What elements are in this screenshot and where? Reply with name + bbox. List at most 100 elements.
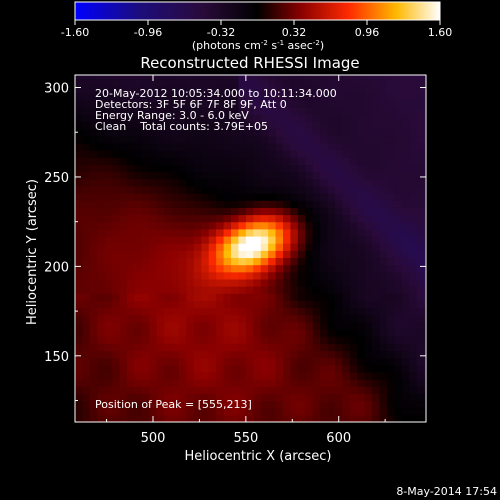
- heat-cell: [231, 250, 240, 259]
- heat-cell: [238, 228, 247, 237]
- heat-cell: [141, 150, 150, 158]
- heat-cell: [290, 221, 299, 230]
- heat-cell: [268, 128, 277, 137]
- heat-cell: [283, 78, 292, 87]
- heat-cell: [320, 400, 329, 409]
- heat-cell: [164, 193, 173, 201]
- heat-cell: [260, 200, 269, 208]
- heat-cell: [342, 407, 351, 416]
- heat-cell: [186, 135, 195, 144]
- heat-cell: [401, 293, 410, 301]
- heat-cell: [75, 214, 84, 223]
- heat-cell: [156, 264, 165, 273]
- heat-cell: [97, 364, 106, 373]
- heat-cell: [357, 100, 366, 108]
- heat-cell: [416, 343, 425, 352]
- heat-cell: [335, 164, 344, 173]
- heat-cell: [164, 142, 173, 151]
- heat-cell: [164, 257, 173, 266]
- heat-cell: [156, 379, 165, 387]
- heat-cell: [327, 107, 336, 115]
- heat-cell: [216, 400, 225, 409]
- heat-cell: [401, 278, 410, 287]
- heat-cell: [424, 92, 426, 101]
- heat-cell: [357, 207, 366, 216]
- heat-cell: [357, 300, 366, 309]
- heat-cell: [75, 78, 84, 87]
- heat-cell: [127, 164, 136, 173]
- heat-cell: [82, 157, 91, 166]
- heat-cell: [253, 243, 262, 251]
- heat-cell: [327, 250, 336, 259]
- heat-cell: [305, 350, 314, 359]
- heat-cell: [394, 114, 403, 123]
- heat-cell: [342, 271, 351, 280]
- heat-cell: [216, 150, 225, 158]
- y-axis-label: Heliocentric Y (arcsec): [25, 179, 40, 325]
- heat-cell: [164, 128, 173, 137]
- heat-cell: [193, 400, 202, 409]
- heat-cell: [245, 336, 254, 344]
- heat-cell: [179, 75, 188, 80]
- heat-cell: [320, 250, 329, 259]
- heat-cell: [238, 157, 247, 166]
- heat-cell: [134, 185, 143, 194]
- heat-cell: [208, 314, 217, 323]
- heat-cell: [335, 264, 344, 273]
- heat-cell: [268, 321, 277, 330]
- heat-cell: [97, 193, 106, 201]
- heat-cell: [372, 75, 381, 80]
- heat-cell: [409, 386, 418, 394]
- heat-cell: [268, 157, 277, 166]
- heat-cell: [134, 286, 143, 294]
- x-tick-label: 600: [326, 431, 351, 446]
- heat-cell: [268, 185, 277, 194]
- heat-cell: [394, 314, 403, 323]
- heat-cell: [156, 393, 165, 402]
- heat-cell: [342, 114, 351, 123]
- heat-cell: [89, 343, 98, 352]
- heat-cell: [238, 207, 247, 216]
- heat-cell: [297, 164, 306, 173]
- heat-cell: [97, 286, 106, 294]
- heat-cell: [349, 271, 358, 280]
- heat-cell: [156, 157, 165, 166]
- heat-cell: [305, 250, 314, 259]
- heat-cell: [75, 157, 84, 166]
- heat-cell: [424, 75, 426, 80]
- heat-cell: [320, 135, 329, 144]
- heat-cell: [416, 135, 425, 144]
- heat-cell: [97, 200, 106, 208]
- heat-cell: [364, 264, 373, 273]
- heat-cell: [297, 228, 306, 237]
- heat-cell: [283, 193, 292, 201]
- heat-cell: [283, 92, 292, 101]
- heat-cell: [342, 336, 351, 344]
- heat-cell: [186, 235, 195, 244]
- heat-cell: [253, 307, 262, 316]
- heat-cell: [297, 150, 306, 158]
- heat-cell: [357, 157, 366, 166]
- heat-cell: [97, 92, 106, 101]
- heat-cell: [164, 293, 173, 301]
- heat-cell: [416, 157, 425, 166]
- heat-cell: [245, 107, 254, 115]
- heat-cell: [141, 278, 150, 287]
- heat-cell: [223, 235, 232, 244]
- heat-cell: [238, 114, 247, 123]
- heat-cell: [134, 171, 143, 180]
- heat-cell: [216, 343, 225, 352]
- heat-cell: [379, 336, 388, 344]
- heat-cell: [186, 300, 195, 309]
- heat-cell: [245, 321, 254, 330]
- heat-cell: [223, 400, 232, 409]
- heat-cell: [119, 235, 128, 244]
- heat-cell: [216, 214, 225, 223]
- heat-cell: [357, 221, 366, 230]
- heat-cell: [171, 414, 180, 422]
- heat-cell: [275, 400, 284, 409]
- heat-cell: [416, 321, 425, 330]
- heat-cell: [134, 100, 143, 108]
- heat-cell: [104, 379, 113, 387]
